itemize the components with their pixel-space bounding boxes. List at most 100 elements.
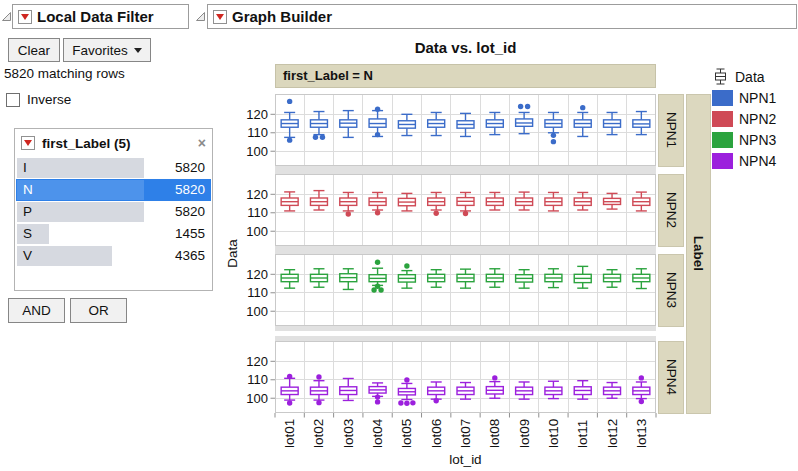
y-tick-label[interactable]: 100 (246, 391, 268, 406)
x-tick-label[interactable]: lot13 (634, 419, 649, 448)
outlier-point[interactable] (639, 399, 644, 404)
red-triangle-menu-icon[interactable] (213, 10, 227, 24)
or-button[interactable]: OR (70, 298, 127, 323)
caret-down-icon (134, 48, 142, 53)
x-tick-label[interactable]: lot08 (487, 419, 502, 448)
outlier-point[interactable] (639, 375, 644, 380)
panel-NPN3: 100 110 120 (246, 255, 655, 326)
outlier-point[interactable] (313, 135, 318, 140)
x-tick-label[interactable]: lot05 (399, 419, 414, 448)
x-tick-label[interactable]: lot06 (429, 419, 444, 448)
legend-label: NPN3 (739, 132, 776, 148)
inverse-label: Inverse (27, 92, 71, 107)
outlier-point[interactable] (551, 133, 556, 138)
outlier-point[interactable] (492, 375, 497, 380)
outlier-point[interactable] (375, 260, 380, 265)
disclosure-open-icon[interactable] (1, 11, 12, 22)
outlier-point[interactable] (287, 137, 292, 142)
y-tick-label[interactable]: 110 (247, 285, 268, 300)
outlier-point[interactable] (404, 377, 409, 382)
filter-row-V[interactable]: V 4365 (16, 245, 211, 267)
filter-count: 1455 (175, 226, 205, 241)
y-tick-label[interactable]: 100 (246, 144, 268, 159)
panel-frame (276, 255, 656, 326)
filter-row-S[interactable]: S 1455 (16, 223, 211, 245)
outlier-point[interactable] (375, 106, 380, 111)
x-tick-label[interactable]: lot09 (517, 419, 532, 448)
y-axis-title[interactable]: Data (225, 239, 240, 268)
outlier-point[interactable] (580, 105, 585, 110)
matching-rows-status: 5820 matching rows (4, 66, 125, 81)
legend-item-data: Data (712, 66, 776, 87)
clear-button[interactable]: Clear (8, 38, 60, 62)
x-tick-label[interactable]: lot12 (605, 419, 620, 448)
y-tick-label[interactable]: 120 (246, 354, 268, 369)
red-triangle-menu-icon[interactable] (21, 136, 35, 150)
outlier-point[interactable] (375, 394, 380, 399)
outlier-point[interactable] (525, 104, 530, 109)
filter-count: 4365 (175, 248, 205, 263)
disclosure-open-icon[interactable] (195, 11, 206, 22)
favorites-button[interactable]: Favorites (63, 38, 151, 62)
x-tick-label[interactable]: lot03 (341, 419, 356, 448)
panel-gap (275, 166, 656, 174)
x-tick-label[interactable]: lot01 (282, 419, 297, 448)
legend-item-npn1[interactable]: NPN1 (712, 87, 776, 108)
outlier-point[interactable] (433, 211, 438, 216)
inverse-option[interactable]: Inverse (6, 92, 71, 107)
x-tick-label[interactable]: lot07 (458, 419, 473, 448)
outlier-point[interactable] (316, 400, 321, 405)
legend-item-npn2[interactable]: NPN2 (712, 108, 776, 129)
count-bar (17, 158, 144, 178)
x-tick-label[interactable]: lot02 (311, 419, 326, 448)
outlier-point[interactable] (463, 211, 468, 216)
y-tick-label[interactable]: 110 (247, 372, 268, 387)
outlier-point[interactable] (371, 287, 376, 292)
filter-group-header: first_Label (5) × (15, 129, 212, 157)
outlier-point[interactable] (287, 99, 292, 104)
y-tick-label[interactable]: 110 (247, 205, 268, 220)
clear-button-label: Clear (18, 43, 50, 58)
outlier-point[interactable] (375, 399, 380, 404)
and-button[interactable]: AND (8, 298, 65, 323)
outlier-point[interactable] (375, 132, 380, 137)
x-tick-label[interactable]: lot10 (546, 419, 561, 448)
inverse-checkbox[interactable] (6, 93, 20, 107)
outlier-point[interactable] (551, 139, 556, 144)
local-data-filter-titlebar: Local Data Filter (12, 4, 189, 29)
filter-row-N[interactable]: N 5820 (16, 179, 211, 201)
filter-group-title: first_Label (5) (42, 136, 131, 151)
outlier-point[interactable] (404, 263, 409, 268)
legend-label: NPN4 (739, 153, 776, 169)
chart-title: Data vs. lot_id (275, 39, 656, 56)
y-tick-label[interactable]: 100 (246, 224, 268, 239)
filter-row-I[interactable]: I 5820 (16, 157, 211, 179)
outlier-point[interactable] (287, 374, 292, 379)
legend-item-npn4[interactable]: NPN4 (712, 150, 776, 171)
outlier-point[interactable] (320, 135, 325, 140)
close-icon[interactable]: × (198, 136, 206, 150)
y-tick-label[interactable]: 110 (247, 125, 268, 140)
y-tick-label[interactable]: 120 (246, 267, 268, 282)
color-swatch (712, 153, 733, 169)
legend-item-npn3[interactable]: NPN3 (712, 129, 776, 150)
outlier-point[interactable] (433, 398, 438, 403)
filter-count: 5820 (175, 160, 205, 175)
outlier-point[interactable] (410, 400, 415, 405)
outlier-point[interactable] (316, 374, 321, 379)
y-tick-label[interactable]: 100 (246, 304, 268, 319)
x-tick-label[interactable]: lot04 (370, 418, 385, 448)
outlier-point[interactable] (378, 287, 383, 292)
x-tick-label[interactable]: lot11 (575, 420, 590, 448)
outlier-point[interactable] (398, 400, 403, 405)
outlier-point[interactable] (346, 211, 351, 216)
x-axis-title[interactable]: lot_id (449, 452, 481, 467)
outlier-point[interactable] (518, 104, 523, 109)
outlier-point[interactable] (404, 401, 409, 406)
outlier-point[interactable] (375, 210, 380, 215)
outlier-point[interactable] (287, 400, 292, 405)
red-triangle-menu-icon[interactable] (18, 10, 32, 24)
y-tick-label[interactable]: 120 (246, 187, 268, 202)
filter-row-P[interactable]: P 5820 (16, 201, 211, 223)
y-tick-label[interactable]: 120 (246, 107, 268, 122)
